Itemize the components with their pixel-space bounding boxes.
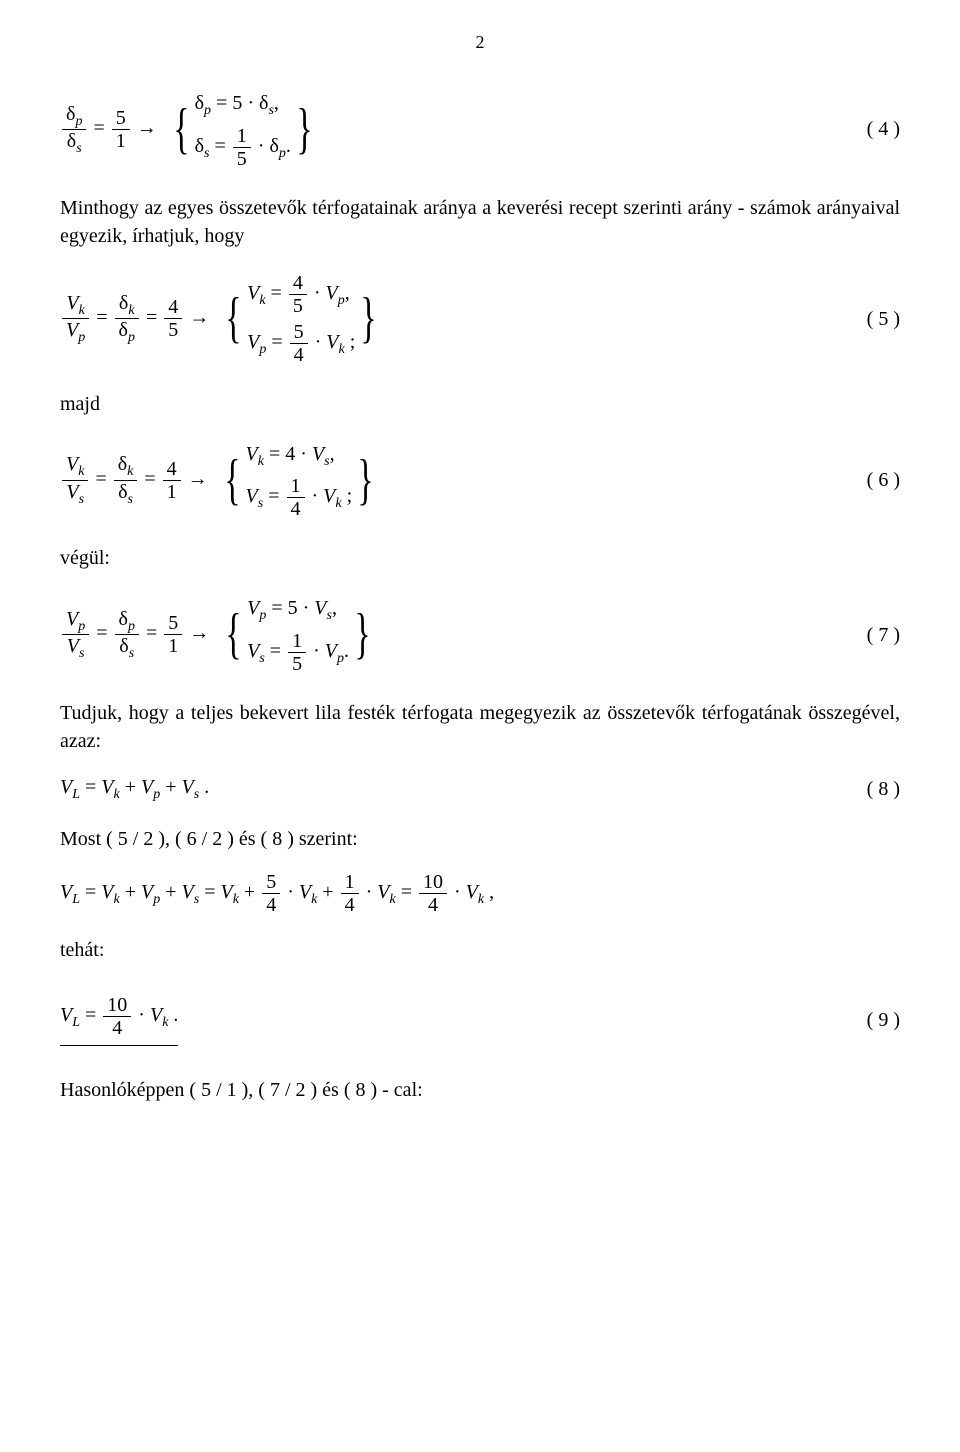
equation-tag-9: ( 9 ) — [830, 1006, 900, 1034]
paragraph-end: Hasonlóképpen ( 5 / 1 ), ( 7 / 2 ) és ( … — [60, 1076, 900, 1104]
text-majd: majd — [60, 390, 900, 418]
equation-7: Vp Vs = δp δs = 51 → { Vp = 5 · Vs, Vs =… — [60, 590, 900, 679]
text-most: Most ( 5 / 2 ), ( 6 / 2 ) és ( 8 ) szeri… — [60, 825, 900, 853]
equation-6: Vk Vs = δk δs = 41 → { Vk = 4 · Vs, Vs =… — [60, 436, 900, 525]
equation-tag-5: ( 5 ) — [830, 305, 900, 333]
equation-8: VL = Vk + Vp + Vs . ( 8 ) — [60, 773, 900, 805]
equation-tag-6: ( 6 ) — [830, 466, 900, 494]
equation-sum-expand: VL = Vk + Vp + Vs = Vk + 54 · Vk + 14 · … — [60, 871, 900, 916]
equation-4: δp δs = 5 1 → { δp = 5 · δs, δs = 15 — [60, 85, 900, 174]
paragraph-sum: Tudjuk, hogy a teljes bekevert lila fest… — [60, 699, 900, 755]
text-tehat: tehát: — [60, 936, 900, 964]
paragraph-intro: Minthogy az egyes összetevők térfogatain… — [60, 194, 900, 250]
text-vegul: végül: — [60, 544, 900, 572]
equation-tag-4: ( 4 ) — [830, 115, 900, 143]
equation-tag-8: ( 8 ) — [830, 775, 900, 803]
page-number: 2 — [60, 30, 900, 55]
equation-5: Vk Vp = δk δp = 45 → { Vk = 45 · Vp, Vp … — [60, 268, 900, 370]
equation-tag-7: ( 7 ) — [830, 621, 900, 649]
equation-9: VL = 104 · Vk . ( 9 ) — [60, 994, 900, 1046]
